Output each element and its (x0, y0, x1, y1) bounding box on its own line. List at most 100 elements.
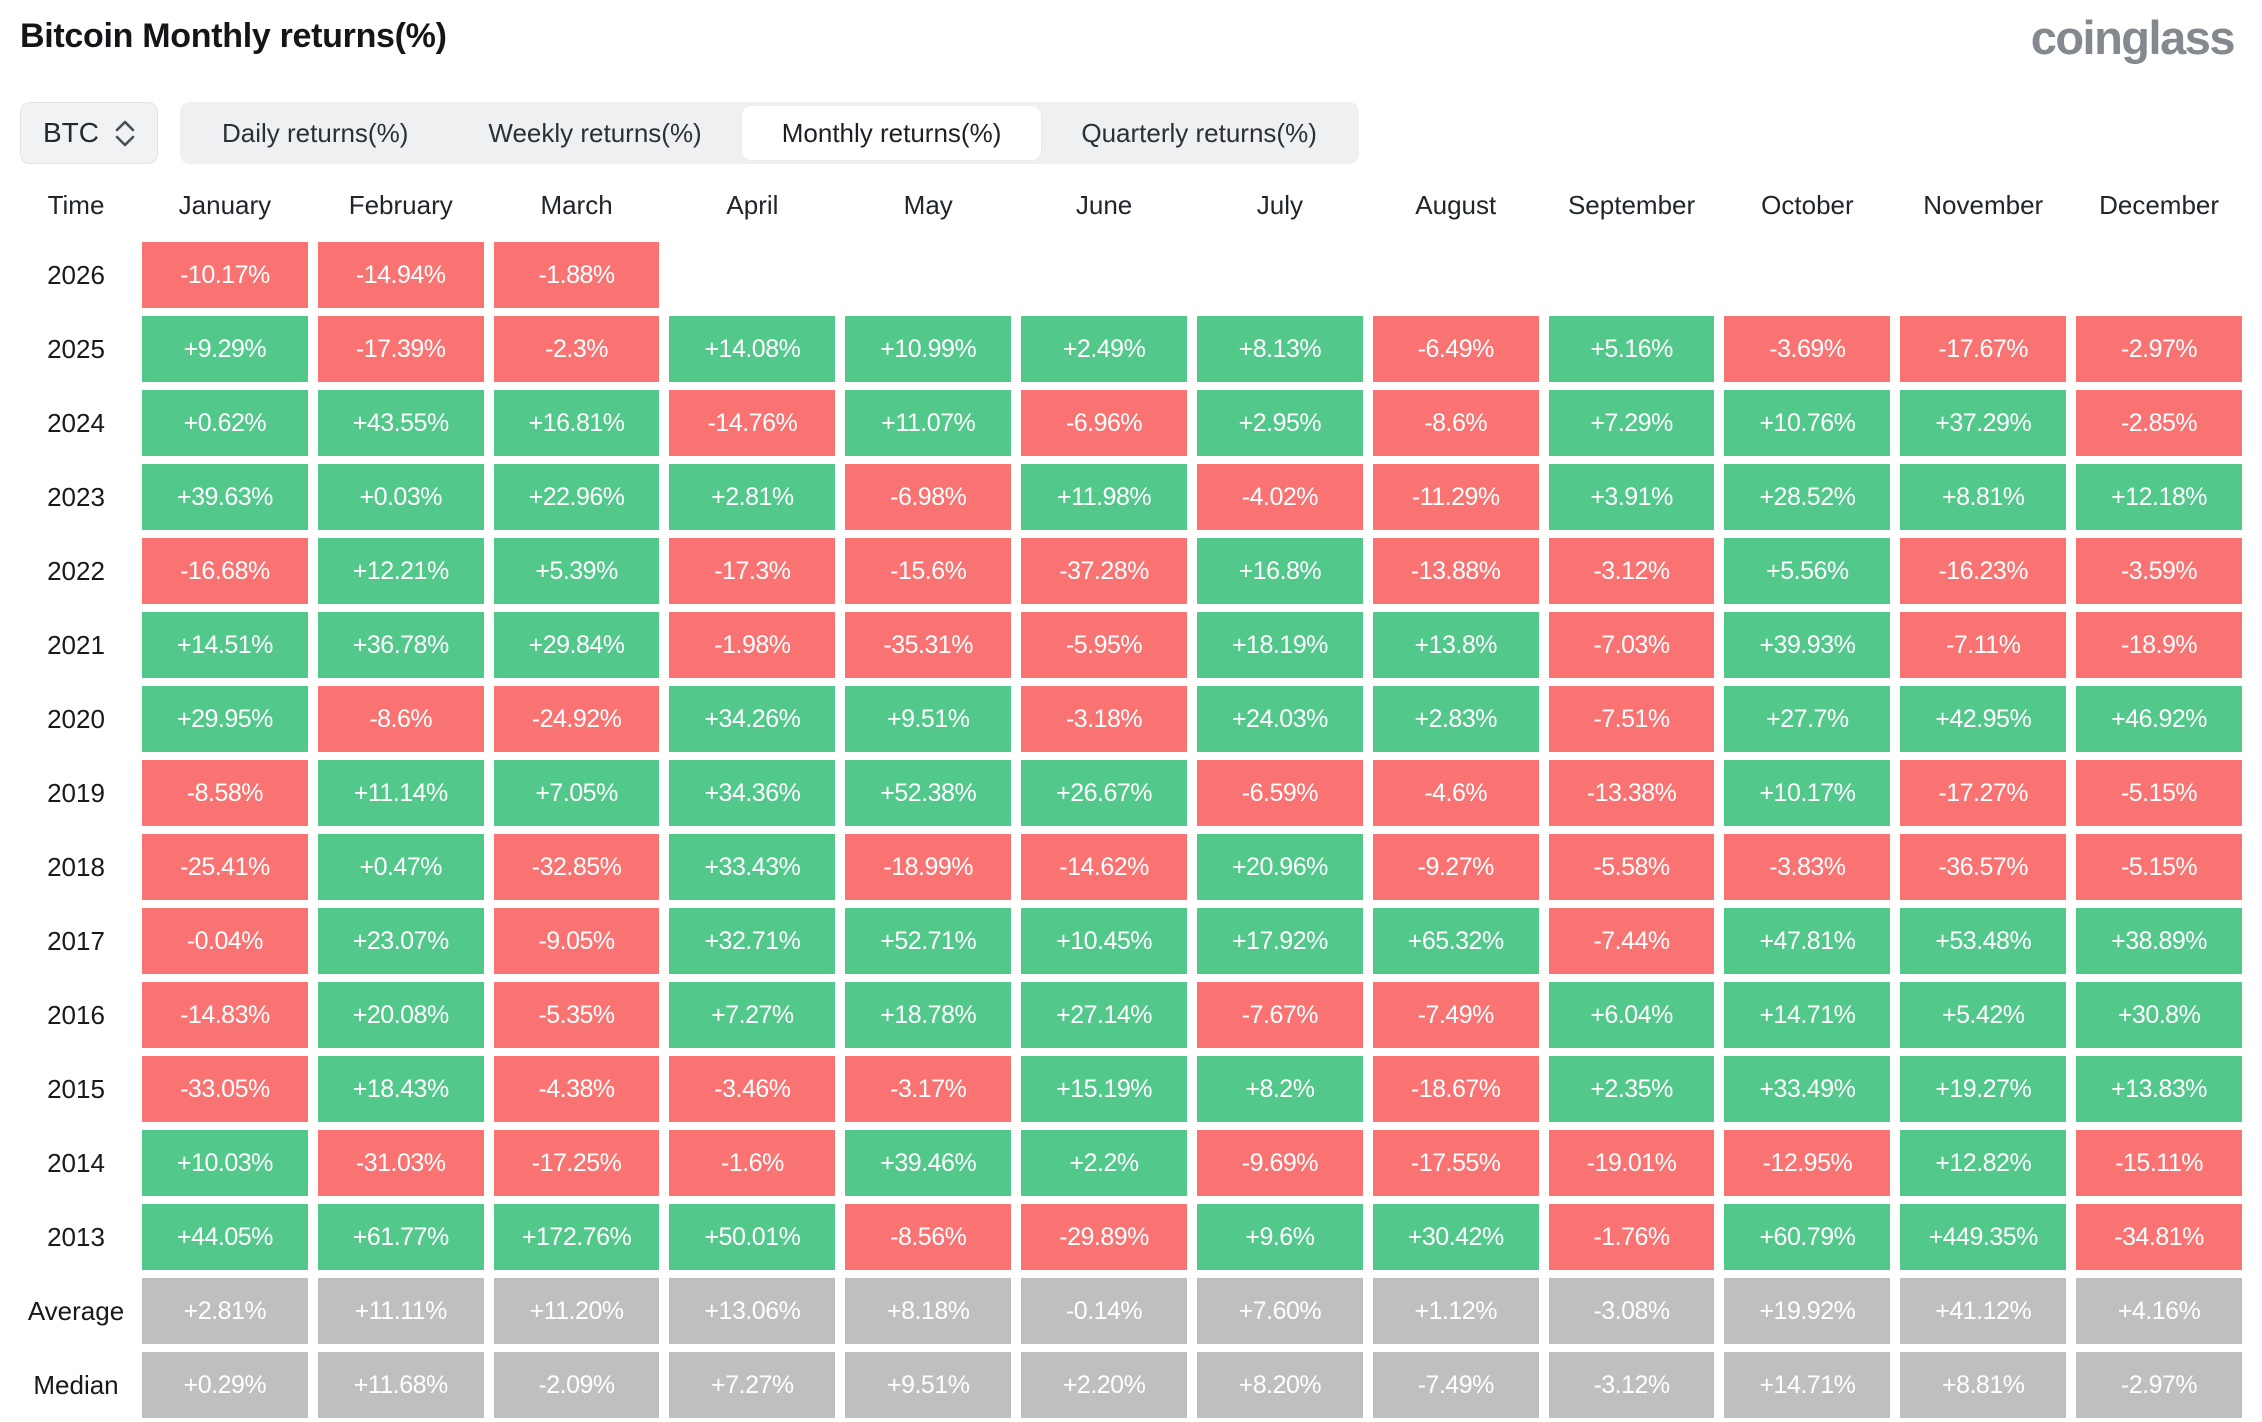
return-cell: +50.01% (669, 1204, 836, 1270)
return-cell: +42.95% (1900, 686, 2067, 752)
return-cell: -2.97% (2076, 1352, 2242, 1418)
return-cell: +34.36% (669, 760, 836, 826)
return-cell: -9.05% (493, 908, 660, 974)
return-cell: +15.19% (1021, 1056, 1187, 1122)
tab-quarterly[interactable]: Quarterly returns(%) (1081, 117, 1317, 148)
return-cell: -8.6% (317, 686, 484, 752)
return-cell: -34.81% (2076, 1204, 2242, 1270)
return-cell: -0.04% (142, 908, 308, 974)
return-cell: -8.58% (142, 760, 308, 826)
row-label-2022: 2022 (47, 555, 105, 586)
return-cell: +9.51% (845, 686, 1012, 752)
return-cell: +14.51% (142, 612, 308, 678)
return-cell: +13.8% (1372, 612, 1539, 678)
empty-cell (1724, 242, 1890, 308)
page-title: Bitcoin Monthly returns(%) (20, 17, 447, 55)
return-cell: -16.68% (142, 538, 308, 604)
return-cell: +27.7% (1724, 686, 1891, 752)
return-cell: +0.62% (142, 390, 308, 456)
return-cell: -3.18% (1021, 686, 1187, 752)
return-cell: +8.13% (1196, 316, 1363, 382)
empty-cell (1373, 242, 1539, 308)
return-cell: -1.98% (669, 612, 836, 678)
return-cell: +16.81% (493, 390, 660, 456)
return-cell: +10.99% (845, 316, 1012, 382)
return-cell: +9.51% (845, 1352, 1012, 1418)
month-column-header: July (1256, 189, 1304, 220)
return-cell: +36.78% (317, 612, 484, 678)
return-cell: +30.8% (2076, 982, 2242, 1048)
return-cell: +19.92% (1724, 1278, 1891, 1344)
return-cell: -7.49% (1372, 982, 1539, 1048)
return-cell: +5.39% (493, 538, 660, 604)
return-cell: +7.27% (669, 982, 836, 1048)
return-cell: -9.27% (1372, 834, 1539, 900)
return-cell: +0.47% (317, 834, 484, 900)
return-cell: -3.17% (845, 1056, 1012, 1122)
month-column-header: August (1415, 189, 1497, 220)
return-cell: -3.59% (2076, 538, 2242, 604)
return-cell: +14.71% (1724, 1352, 1891, 1418)
return-cell: -5.35% (493, 982, 660, 1048)
return-cell: -31.03% (317, 1130, 484, 1196)
return-cell: +11.98% (1021, 464, 1187, 530)
return-cell: -4.38% (493, 1056, 660, 1122)
return-cell: -3.08% (1548, 1278, 1715, 1344)
returns-period-tabs: Daily returns(%) Weekly returns(%) Monthly… (180, 102, 1359, 164)
return-cell: -5.95% (1021, 612, 1187, 678)
return-cell: -13.38% (1548, 760, 1715, 826)
row-label-2019: 2019 (47, 777, 105, 808)
return-cell: -10.17% (142, 242, 308, 308)
return-cell: +0.03% (317, 464, 484, 530)
tab-weekly[interactable]: Weekly returns(%) (488, 117, 702, 148)
return-cell: +17.92% (1196, 908, 1363, 974)
return-cell: +9.29% (142, 316, 308, 382)
return-cell: -18.67% (1372, 1056, 1539, 1122)
return-cell: -36.57% (1900, 834, 2067, 900)
header: Bitcoin Monthly returns(%) coinglass (20, 12, 2242, 64)
return-cell: +38.89% (2076, 908, 2242, 974)
return-cell: -16.23% (1900, 538, 2067, 604)
return-cell: +0.29% (142, 1352, 308, 1418)
return-cell: +5.16% (1548, 316, 1715, 382)
return-cell: +11.68% (317, 1352, 484, 1418)
return-cell: +52.38% (845, 760, 1012, 826)
month-column-header: April (726, 189, 779, 220)
return-cell: +18.43% (317, 1056, 484, 1122)
return-cell: +22.96% (493, 464, 660, 530)
symbol-select[interactable]: BTC (20, 102, 158, 164)
return-cell: +4.16% (2076, 1278, 2242, 1344)
return-cell: +8.81% (1900, 1352, 2067, 1418)
return-cell: -5.58% (1548, 834, 1715, 900)
return-cell: -12.95% (1724, 1130, 1891, 1196)
return-cell: +2.83% (1372, 686, 1539, 752)
return-cell: -25.41% (142, 834, 308, 900)
month-column-header: September (1567, 189, 1696, 220)
return-cell: +3.91% (1548, 464, 1715, 530)
tab-monthly[interactable]: Monthly returns(%) (741, 106, 1042, 160)
return-cell: +5.42% (1900, 982, 2067, 1048)
empty-cell (1900, 242, 2066, 308)
row-label-2015: 2015 (47, 1073, 105, 1104)
return-cell: -18.99% (845, 834, 1012, 900)
return-cell: -19.01% (1548, 1130, 1715, 1196)
return-cell: +39.63% (142, 464, 308, 530)
return-cell: +10.03% (142, 1130, 308, 1196)
return-cell: -32.85% (493, 834, 660, 900)
return-cell: -8.56% (845, 1204, 1012, 1270)
return-cell: +13.06% (669, 1278, 836, 1344)
return-cell: +8.81% (1900, 464, 2067, 530)
return-cell: +37.29% (1900, 390, 2067, 456)
return-cell: +32.71% (669, 908, 836, 974)
return-cell: -2.97% (2076, 316, 2242, 382)
return-cell: +2.49% (1021, 316, 1187, 382)
return-cell: +8.18% (845, 1278, 1012, 1344)
return-cell: -6.49% (1372, 316, 1539, 382)
return-cell: +7.60% (1196, 1278, 1363, 1344)
row-label-2025: 2025 (47, 333, 105, 364)
return-cell: +20.08% (317, 982, 484, 1048)
return-cell: +28.52% (1724, 464, 1891, 530)
tab-daily[interactable]: Daily returns(%) (222, 117, 409, 148)
month-column-header: February (348, 189, 453, 220)
return-cell: +2.95% (1196, 390, 1363, 456)
